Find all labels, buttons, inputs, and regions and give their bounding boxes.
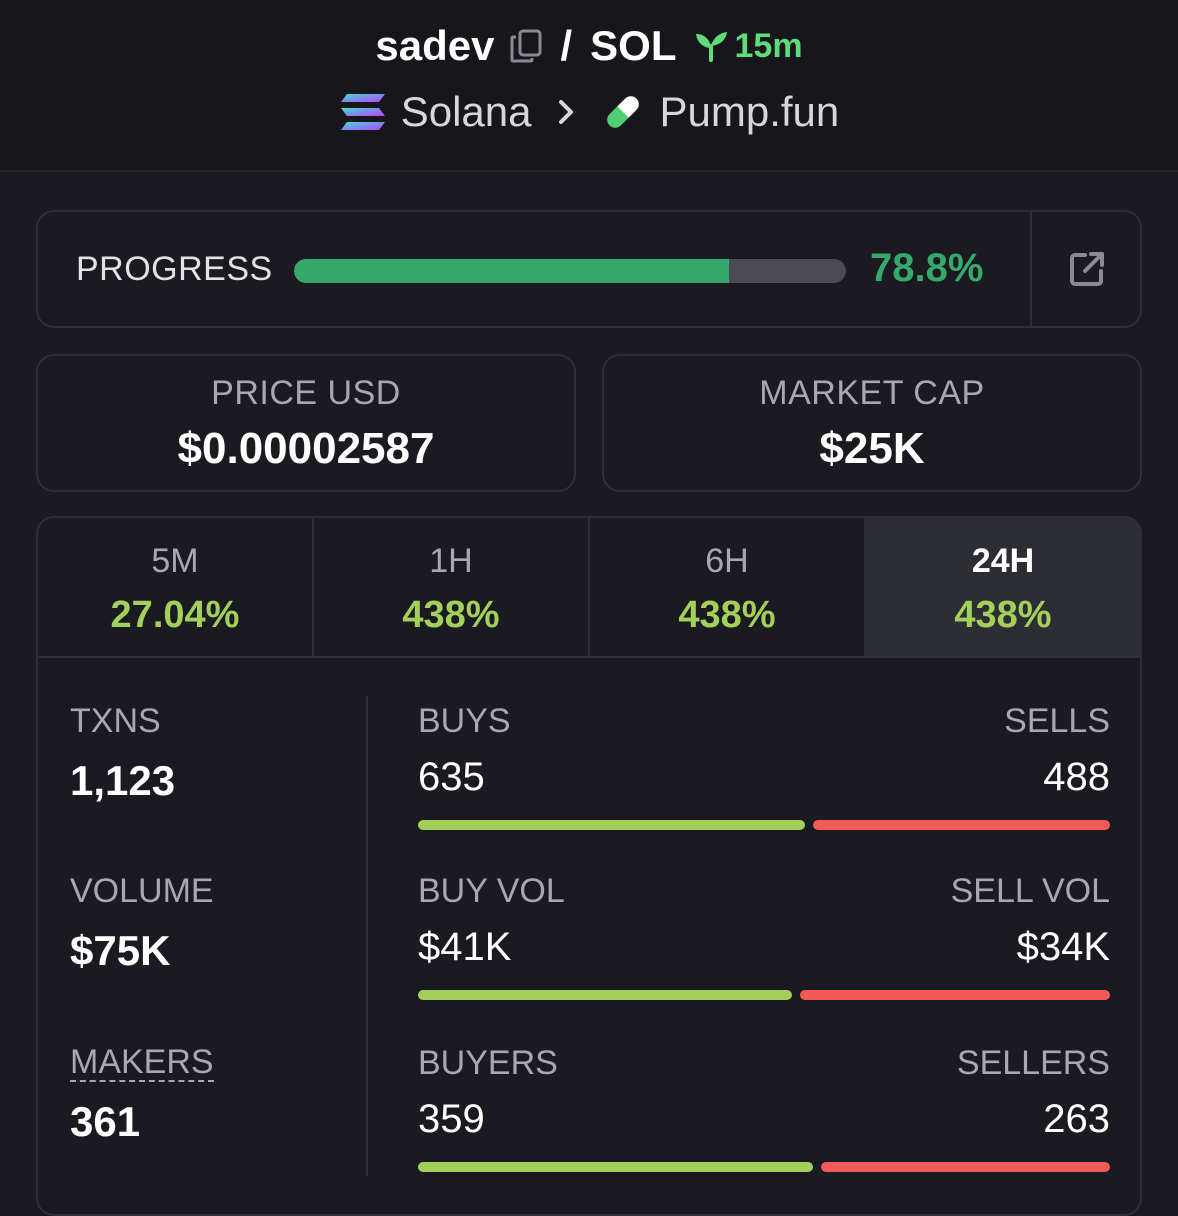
progress-bar [294, 259, 846, 283]
tab-label: 6H [705, 542, 749, 580]
buys-value: 635 [418, 755, 485, 799]
tab-label: 5M [151, 542, 199, 580]
pair-title: sadev / SOL 15m [0, 20, 1178, 72]
makers-label[interactable]: MAKERS [70, 1043, 214, 1082]
tab-label: 24H [971, 542, 1035, 580]
buy-sell-ratio-bar [418, 990, 1110, 1000]
market-cap-value: $25K [819, 424, 925, 473]
timeframe-stats-card: 5M 27.04% 1H 438% 6H 438% 24H 438% TXNS … [36, 516, 1142, 1216]
timeframe-tabs: 5M 27.04% 1H 438% 6H 438% 24H 438% [38, 518, 1140, 658]
progress-percent: 78.8% [870, 246, 984, 290]
pill-icon [600, 89, 646, 135]
external-link-icon [1070, 252, 1104, 286]
open-external-button[interactable] [1032, 212, 1142, 326]
sprout-icon [695, 32, 727, 62]
txns-value: 1,123 [70, 757, 176, 804]
solana-logo-icon [339, 92, 387, 132]
buy-vol-value: $41K [418, 925, 512, 969]
price-usd-card: PRICE USD $0.00002587 [36, 354, 576, 492]
price-usd-label: PRICE USD [211, 374, 401, 412]
tab-change: 438% [402, 594, 500, 636]
sell-bar [821, 1162, 1110, 1172]
buy-vol-label: BUY VOL [418, 872, 565, 910]
price-usd-value: $0.00002587 [177, 424, 435, 473]
buys-label: BUYS [418, 702, 511, 740]
metrics-panel: TXNS 1,123 VOLUME $75K MAKERS 361 BUYS S… [38, 660, 1140, 1214]
buyers-label: BUYERS [418, 1044, 558, 1082]
tab-change: 438% [954, 594, 1052, 636]
buy-sell-ratio-bar [418, 820, 1110, 830]
txns-label: TXNS [70, 702, 161, 740]
buy-sell-ratio-bar [418, 1162, 1110, 1172]
breadcrumb: Solana Pump.fun [0, 86, 1178, 138]
divider [1030, 212, 1032, 326]
pair-header: sadev / SOL 15m [0, 0, 1178, 172]
makers-metric: MAKERS 361 [70, 1044, 214, 1146]
volume-value: $75K [70, 927, 171, 974]
age-text: 15m [734, 26, 803, 65]
buys-sells-metric: BUYS SELLS 635 488 [418, 702, 1110, 830]
sell-vol-label: SELL VOL [950, 872, 1110, 910]
buyers-sellers-metric: BUYERS SELLERS 359 263 [418, 1044, 1110, 1172]
divider [366, 696, 368, 1176]
tab-label: 1H [429, 542, 473, 580]
quote-token: SOL [590, 22, 677, 69]
progress-bar-fill [294, 259, 729, 283]
tab-change: 27.04% [110, 594, 240, 636]
sellers-label: SELLERS [956, 1044, 1110, 1082]
volume-metric: VOLUME $75K [70, 872, 214, 975]
progress-label: PROGRESS [76, 250, 273, 288]
buy-bar [418, 820, 805, 830]
sells-label: SELLS [1004, 702, 1110, 740]
buy-sell-volume-metric: BUY VOL SELL VOL $41K $34K [418, 872, 1110, 1000]
buy-bar [418, 1162, 813, 1172]
sell-bar [800, 990, 1110, 1000]
tab-change: 438% [678, 594, 776, 636]
copy-icon[interactable] [509, 28, 543, 64]
token-name: sadev [375, 22, 495, 69]
tab-24h[interactable]: 24H 438% [866, 518, 1140, 656]
makers-value: 361 [70, 1098, 141, 1145]
bonding-progress-card: PROGRESS 78.8% [36, 210, 1142, 328]
chevron-right-icon [556, 97, 576, 127]
sell-bar [813, 820, 1110, 830]
volume-label: VOLUME [70, 872, 214, 910]
tab-1h[interactable]: 1H 438% [314, 518, 590, 656]
dex-link[interactable]: Pump.fun [659, 88, 840, 135]
pair-separator: / [560, 22, 573, 69]
sell-vol-value: $34K [1016, 925, 1110, 969]
tab-5m[interactable]: 5M 27.04% [38, 518, 314, 656]
buy-bar [418, 990, 792, 1000]
pair-age: 15m [693, 27, 803, 66]
tab-6h[interactable]: 6H 438% [590, 518, 866, 656]
market-cap-card: MARKET CAP $25K [602, 354, 1142, 492]
txns-metric: TXNS 1,123 [70, 702, 175, 805]
sells-value: 488 [1043, 755, 1110, 799]
sellers-value: 263 [1043, 1097, 1110, 1141]
market-cap-label: MARKET CAP [759, 374, 985, 412]
chain-link[interactable]: Solana [400, 88, 532, 135]
buyers-value: 359 [418, 1097, 485, 1141]
